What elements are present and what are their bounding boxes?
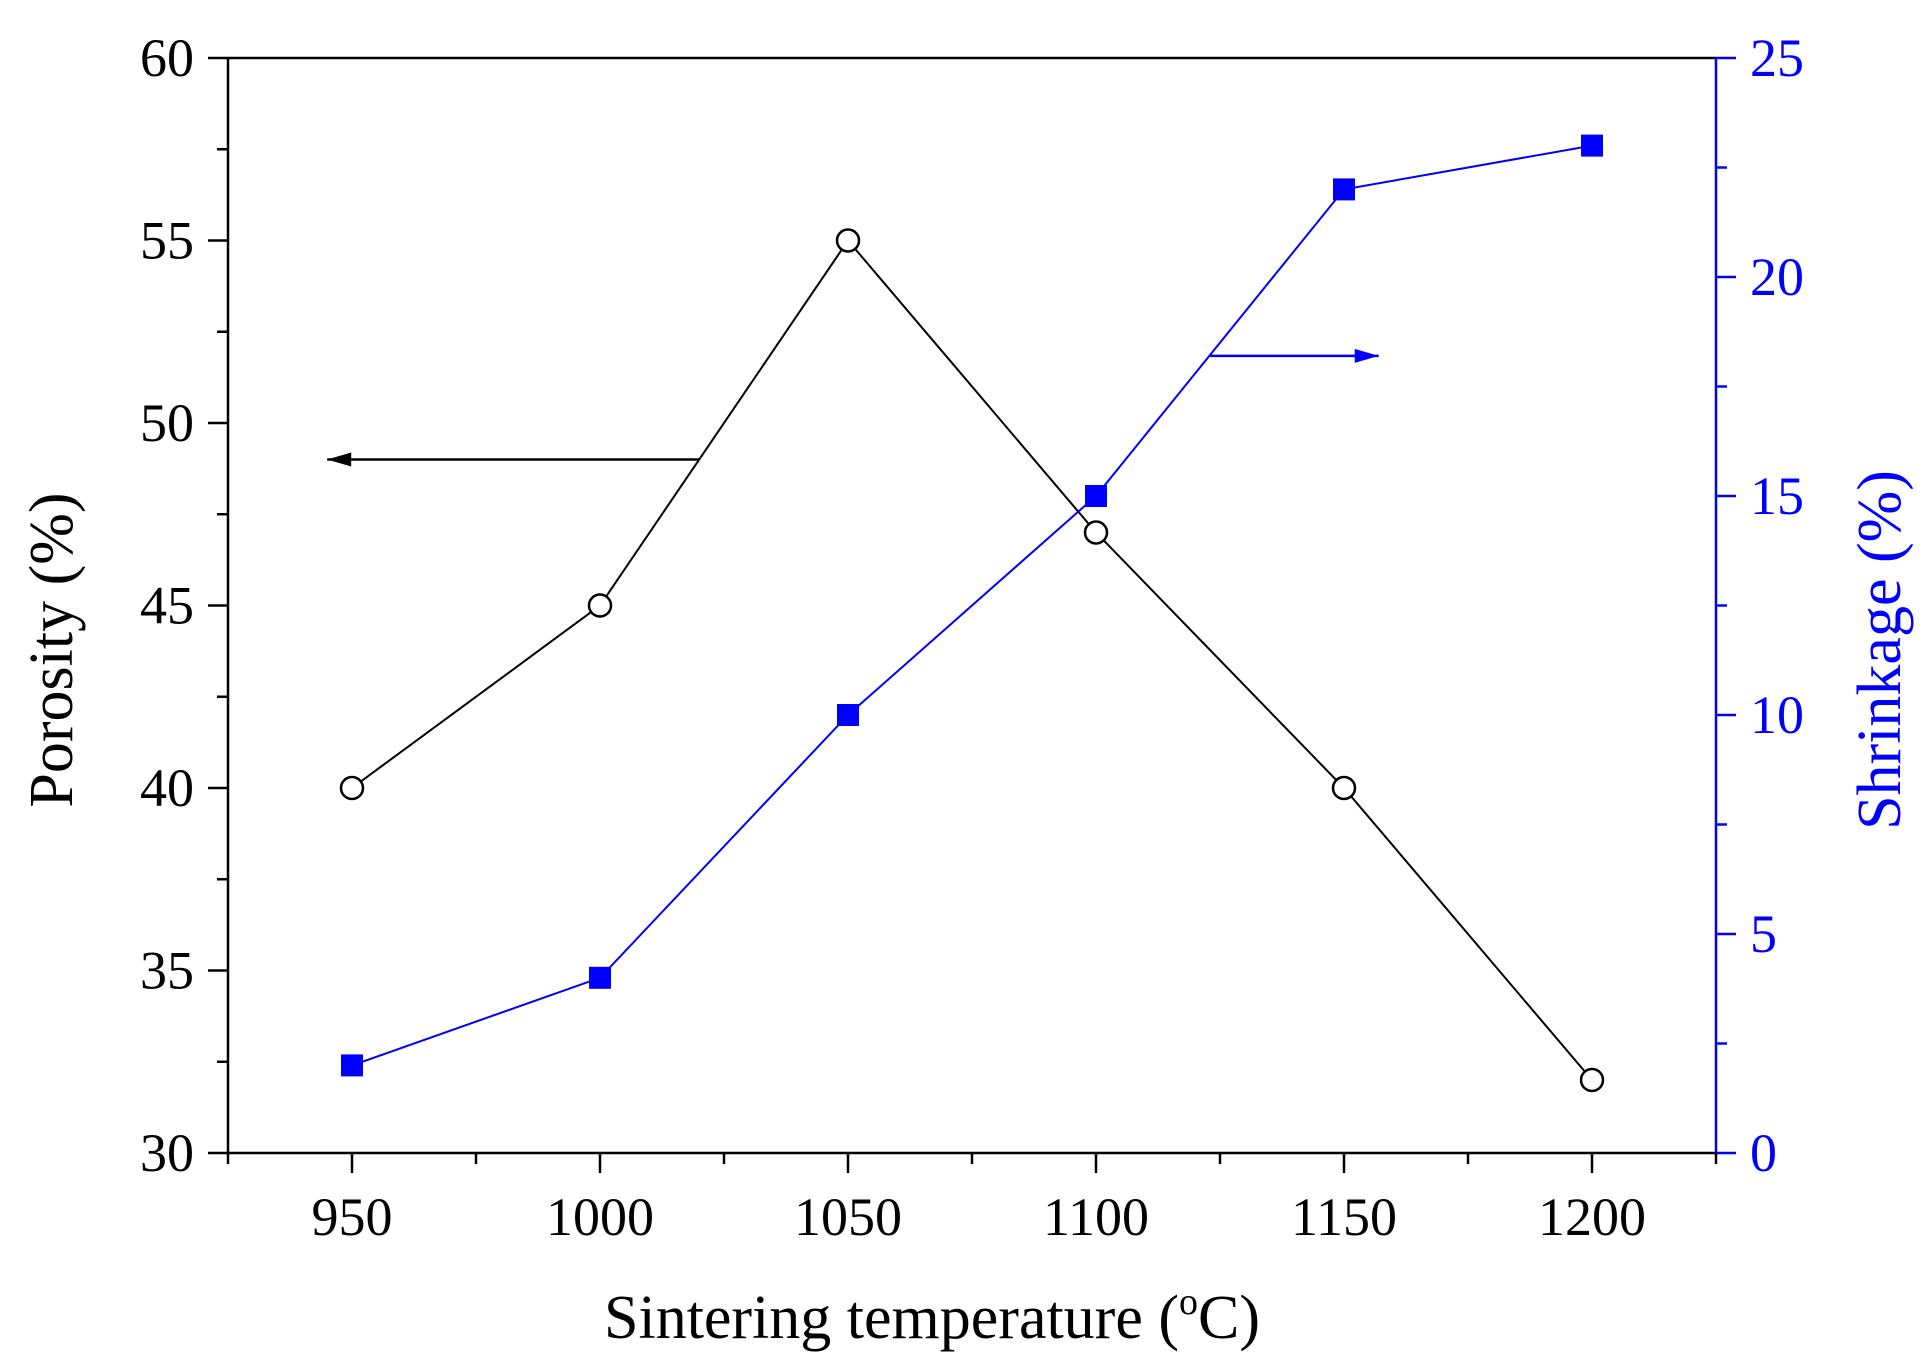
right-tick-label: 10 bbox=[1750, 685, 1804, 745]
series-0-point bbox=[339, 775, 365, 801]
annotations bbox=[327, 348, 1379, 467]
left-tick-label: 30 bbox=[140, 1123, 194, 1183]
x-tick-label: 1050 bbox=[794, 1187, 902, 1247]
left-axis-arrow-head bbox=[327, 452, 352, 467]
right-axis-arrow-head bbox=[1354, 348, 1379, 363]
series-0-point bbox=[1083, 520, 1109, 545]
series-1-point bbox=[1581, 134, 1603, 157]
series-0-point bbox=[1579, 1067, 1605, 1093]
series-1-point bbox=[589, 966, 611, 989]
left-tick-label: 45 bbox=[140, 576, 194, 636]
right-tick-label: 15 bbox=[1750, 466, 1804, 526]
left-tick-label: 40 bbox=[140, 758, 194, 818]
right-tick-label: 20 bbox=[1750, 247, 1804, 307]
series-1-point bbox=[837, 704, 859, 726]
left-tick-label: 50 bbox=[140, 393, 194, 453]
series-0-point bbox=[587, 593, 613, 618]
right-y-axis-label: Shrinkage (%) bbox=[1846, 470, 1914, 830]
left-tick-label: 35 bbox=[140, 941, 194, 1001]
x-tick-label: 1100 bbox=[1043, 1187, 1149, 1247]
axes: 30 35 40 45 50 55 60 0 5 10 15 20 25 950 1000 1050 1100 1… bbox=[140, 28, 1804, 1247]
x-tick-label: 1000 bbox=[546, 1187, 654, 1247]
x-tick-label: 1150 bbox=[1291, 1187, 1397, 1247]
left-tick-label: 55 bbox=[140, 211, 194, 271]
x-axis-label: Sintering temperature (oC) bbox=[604, 1281, 1260, 1352]
series-1-point bbox=[1333, 178, 1355, 201]
left-y-axis-label: Porosity (%) bbox=[18, 492, 86, 807]
series-0-line bbox=[351, 238, 1593, 1081]
right-tick-label: 0 bbox=[1750, 1123, 1777, 1183]
right-tick-label: 5 bbox=[1750, 904, 1777, 964]
x-tick-label: 1200 bbox=[1538, 1187, 1646, 1247]
series-markers bbox=[339, 134, 1605, 1093]
left-tick-label: 60 bbox=[140, 28, 194, 88]
x-tick-label: 950 bbox=[312, 1187, 393, 1247]
series-1-line bbox=[351, 144, 1593, 1067]
series-lines bbox=[351, 144, 1593, 1081]
series-0-point bbox=[1331, 775, 1357, 801]
right-tick-label: 25 bbox=[1750, 28, 1804, 88]
series-1-point bbox=[1085, 485, 1107, 507]
series-1-point bbox=[341, 1054, 363, 1077]
series-0-point bbox=[835, 228, 861, 253]
